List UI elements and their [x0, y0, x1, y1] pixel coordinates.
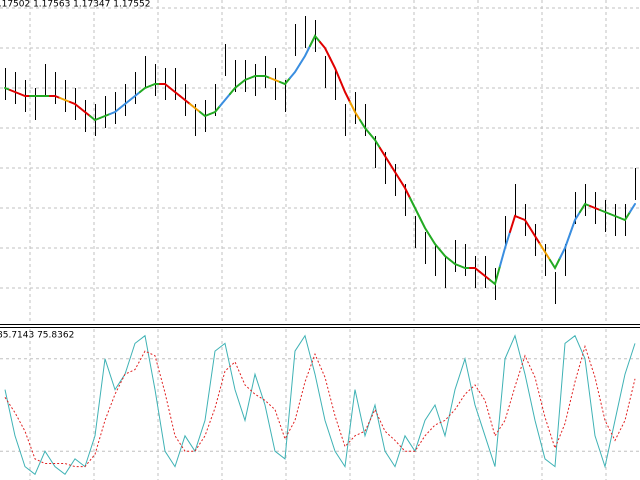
moving-average-segment [9, 89, 21, 95]
stochastic-line [4, 334, 636, 476]
moving-average-segment [99, 113, 111, 119]
moving-average-segment [479, 271, 491, 281]
moving-average-segment [259, 75, 271, 79]
moving-average-segment [369, 133, 381, 149]
price-header: 1.17502 1.17563 1.17347 1.17552 [0, 0, 150, 10]
moving-average-segment [499, 231, 511, 267]
moving-average-segment [19, 93, 31, 97]
moving-average-segment [189, 103, 201, 113]
moving-average-segment [539, 243, 551, 261]
moving-average-segment [229, 83, 241, 95]
moving-average-segment [399, 179, 411, 199]
moving-average-segment [49, 95, 61, 99]
moving-average-segment [439, 249, 451, 261]
moving-average-segment [529, 227, 541, 245]
moving-average-segment [609, 213, 621, 219]
moving-average-segment [549, 257, 561, 271]
marks [4, 16, 636, 476]
moving-average-segment [59, 97, 71, 103]
moving-average-segment [459, 265, 471, 269]
moving-average-segment [599, 209, 611, 215]
moving-average-segment [469, 267, 481, 273]
moving-average-segment [109, 107, 121, 115]
moving-average-segment [169, 87, 181, 97]
moving-average-segment [159, 83, 171, 89]
moving-average-segment [349, 101, 361, 121]
moving-average-segment [589, 205, 601, 211]
moving-average-segment [379, 147, 391, 165]
moving-average-segment [569, 211, 581, 235]
moving-average-segment [339, 79, 351, 103]
moving-average-segment [79, 107, 91, 117]
moving-average-segment [149, 83, 161, 87]
moving-average-segment [309, 34, 321, 47]
moving-average-segment [629, 203, 636, 213]
moving-average-segment [509, 214, 521, 233]
moving-average-segment [129, 91, 141, 101]
moving-average-segment [209, 105, 221, 115]
moving-average-segment [359, 119, 371, 135]
moving-average-segment [489, 265, 501, 286]
moving-average-segment [179, 95, 191, 105]
moving-average-segment [279, 77, 291, 86]
moving-average-segment [579, 202, 591, 213]
moving-average-segment [559, 233, 571, 259]
moving-average-segment [409, 197, 421, 219]
moving-average-segment [419, 217, 431, 237]
moving-average-segment [619, 211, 631, 222]
moving-average-segment [519, 217, 531, 229]
moving-average-segment [89, 115, 101, 122]
moving-average-segment [289, 63, 301, 79]
moving-average-segment [69, 101, 81, 109]
indicator-header: 85.7143 75.8362 [0, 331, 74, 341]
stochastic-line [4, 344, 636, 468]
moving-average-segment [389, 163, 401, 181]
moving-average-segment [449, 259, 461, 267]
moving-average-segment [319, 41, 331, 59]
moving-average-segment [239, 77, 251, 85]
moving-average-segment [139, 85, 151, 93]
moving-average-segment [249, 75, 261, 79]
moving-average-segment [429, 235, 441, 251]
moving-average-segment [119, 99, 131, 109]
moving-average-segment [329, 57, 341, 81]
moving-average-segment [199, 111, 211, 118]
moving-average-segment [269, 77, 281, 83]
moving-average-segment [299, 45, 311, 65]
moving-average-segment [219, 93, 231, 107]
